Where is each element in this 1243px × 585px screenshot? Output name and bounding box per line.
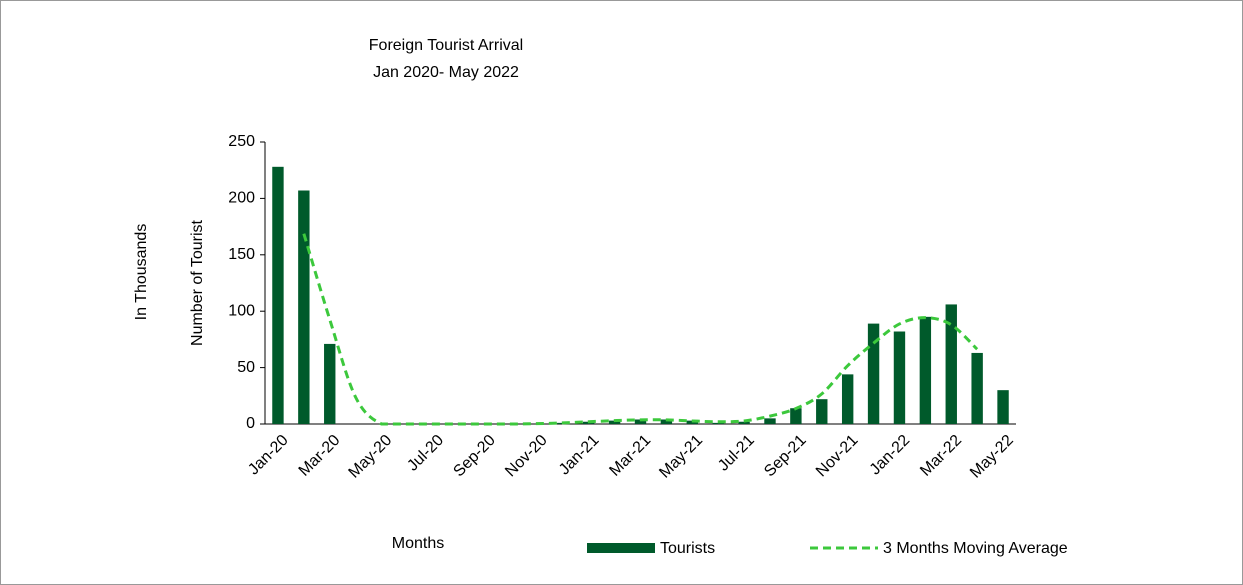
y-tick-label: 200: [228, 190, 255, 207]
y-tick-label: 250: [228, 133, 255, 150]
bar: [634, 419, 647, 424]
bar: [971, 352, 983, 424]
y-tick-label: 100: [228, 302, 255, 319]
bar: [608, 420, 621, 424]
bar: [893, 331, 906, 424]
moving-average-line: [302, 233, 979, 426]
legend-label: 3 Months Moving Average: [883, 540, 1068, 557]
y-tick-label: 50: [237, 359, 255, 376]
bar: [997, 390, 1009, 424]
bar: [867, 323, 880, 424]
bar: [841, 374, 854, 424]
bar: [298, 190, 310, 424]
bar: [816, 399, 828, 424]
bar: [660, 419, 673, 424]
y-tick-label: 0: [246, 415, 255, 432]
bar: [945, 304, 957, 424]
y-tick-label: 150: [228, 246, 255, 263]
bar: [790, 408, 802, 424]
legend-label: Tourists: [660, 540, 715, 557]
bar: [738, 421, 750, 424]
x-axis-label: Months: [392, 535, 444, 552]
y-axis-label: Number of Tourist: [189, 219, 206, 346]
chart-subtitle: Jan 2020- May 2022: [373, 64, 519, 81]
bar: [324, 343, 336, 424]
bar: [272, 166, 284, 425]
bar: [919, 316, 932, 424]
bar: [712, 422, 724, 424]
chart-title: Foreign Tourist Arrival: [369, 37, 523, 54]
legend-swatch: [587, 543, 655, 553]
bar: [764, 418, 776, 424]
unit-label: In Thousands: [133, 224, 150, 321]
